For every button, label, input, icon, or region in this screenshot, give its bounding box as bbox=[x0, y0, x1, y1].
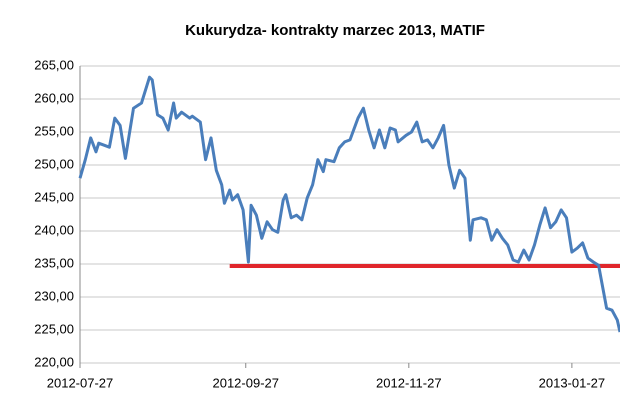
y-tick-label: 230,00 bbox=[34, 288, 74, 303]
y-tick-label: 265,00 bbox=[34, 57, 74, 72]
y-tick-label: 250,00 bbox=[34, 156, 74, 171]
y-tick-label: 240,00 bbox=[34, 222, 74, 237]
y-tick-label: 235,00 bbox=[34, 255, 74, 270]
x-tick-label: 2012-07-27 bbox=[47, 375, 114, 390]
y-tick-label: 245,00 bbox=[34, 189, 74, 204]
y-tick-label: 220,00 bbox=[34, 354, 74, 369]
data-line bbox=[78, 75, 620, 333]
x-tick-label: 2013-01-27 bbox=[539, 375, 606, 390]
x-tick-label: 2012-11-27 bbox=[376, 375, 442, 390]
y-tick-label: 225,00 bbox=[34, 321, 74, 336]
x-tick-label: 2012-09-27 bbox=[212, 375, 279, 390]
chart-title: Kukurydza- kontrakty marzec 2013, MATIF bbox=[185, 22, 485, 39]
y-tick-label: 260,00 bbox=[34, 90, 74, 105]
y-tick-label: 255,00 bbox=[34, 123, 74, 138]
